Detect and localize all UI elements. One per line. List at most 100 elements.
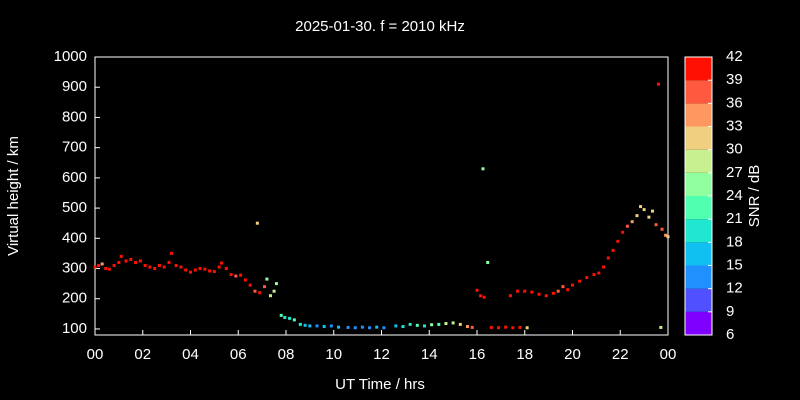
chart-title: 2025-01-30. f = 2010 kHz xyxy=(295,18,465,35)
data-point xyxy=(597,271,601,275)
data-point xyxy=(279,313,283,317)
data-point xyxy=(193,268,197,272)
data-point xyxy=(578,279,582,283)
data-point xyxy=(486,260,490,264)
colorbar-tick-label: 24 xyxy=(726,187,743,204)
data-point xyxy=(602,265,606,269)
data-point xyxy=(654,223,658,227)
colorbar-tick-label: 36 xyxy=(726,94,743,111)
colorbar-cell xyxy=(685,288,712,312)
data-point xyxy=(220,261,224,265)
data-point xyxy=(592,273,596,277)
data-point xyxy=(516,289,520,293)
data-point xyxy=(283,315,287,319)
data-point xyxy=(117,260,121,264)
colorbar-cell xyxy=(685,103,712,127)
colorbar-cell xyxy=(685,311,712,335)
x-tick-label: 10 xyxy=(325,346,342,363)
data-point xyxy=(551,291,555,295)
data-point xyxy=(437,322,441,326)
data-point xyxy=(162,265,166,269)
data-point xyxy=(234,274,238,278)
data-point xyxy=(303,323,307,327)
data-point xyxy=(650,209,654,213)
colorbar-tick-label: 27 xyxy=(726,164,743,181)
y-tick-label: 100 xyxy=(62,320,87,337)
data-point xyxy=(229,273,233,277)
data-point xyxy=(508,294,512,298)
colorbar-tick-label: 18 xyxy=(726,233,743,250)
data-point xyxy=(458,322,462,326)
colorbar-label: SNR / dB xyxy=(746,165,763,228)
x-tick-label: 04 xyxy=(182,346,199,363)
colorbar-tick-label: 30 xyxy=(726,141,743,158)
colorbar-tick-label: 12 xyxy=(726,280,743,297)
data-point xyxy=(504,325,508,329)
data-point xyxy=(489,325,493,329)
data-point xyxy=(544,294,548,298)
data-point xyxy=(224,267,228,271)
colorbar-cell xyxy=(685,80,712,104)
data-point xyxy=(258,291,262,295)
data-point xyxy=(346,325,350,329)
data-point xyxy=(479,294,483,298)
data-point xyxy=(537,292,541,296)
y-tick-label: 200 xyxy=(62,290,87,307)
data-point xyxy=(635,214,639,218)
data-point xyxy=(382,326,386,330)
data-point xyxy=(329,324,333,328)
y-axis-label: Virtual height / km xyxy=(5,136,22,256)
data-point xyxy=(444,322,448,326)
colorbar-cell xyxy=(685,219,712,243)
data-point xyxy=(255,221,259,225)
data-point xyxy=(401,325,405,329)
data-point xyxy=(630,220,634,224)
data-point xyxy=(337,325,341,329)
data-point xyxy=(606,256,610,260)
data-point xyxy=(642,208,646,212)
data-point xyxy=(659,325,663,329)
colorbar-cell xyxy=(685,57,712,81)
data-point xyxy=(212,270,216,274)
x-tick-label: 02 xyxy=(134,346,151,363)
data-point xyxy=(208,269,212,273)
data-point xyxy=(169,251,173,255)
x-tick-label: 12 xyxy=(373,346,390,363)
colorbar-tick-label: 33 xyxy=(726,117,743,134)
data-point xyxy=(496,326,500,330)
data-point xyxy=(360,325,364,329)
colorbar-tick-label: 15 xyxy=(726,256,743,273)
data-point xyxy=(198,267,202,271)
data-point xyxy=(248,283,252,287)
data-point xyxy=(422,324,426,328)
data-point xyxy=(179,265,183,269)
data-point xyxy=(189,270,192,274)
data-point xyxy=(660,227,664,231)
y-tick-label: 800 xyxy=(62,108,87,125)
data-point xyxy=(470,325,474,329)
data-point xyxy=(119,254,123,258)
colorbar-tick-label: 6 xyxy=(726,326,734,343)
colorbar-tick-label: 39 xyxy=(726,71,743,88)
data-point xyxy=(97,264,101,267)
data-point xyxy=(523,289,527,293)
data-point xyxy=(666,235,670,239)
colorbar-cell xyxy=(685,149,712,173)
x-tick-label: 20 xyxy=(564,346,581,363)
data-point xyxy=(288,316,292,320)
data-point xyxy=(556,289,560,293)
data-point xyxy=(93,265,97,269)
y-tick-label: 300 xyxy=(62,259,87,276)
colorbar-tick-label: 21 xyxy=(726,210,743,227)
data-point xyxy=(511,326,515,330)
x-tick-label: 14 xyxy=(421,346,438,363)
data-point xyxy=(518,325,522,329)
data-point xyxy=(585,276,589,280)
y-tick-label: 600 xyxy=(62,169,87,186)
data-point xyxy=(308,324,312,328)
data-point xyxy=(148,265,152,269)
x-tick-label: 08 xyxy=(278,346,295,363)
data-point xyxy=(639,205,643,209)
data-point xyxy=(625,224,629,228)
